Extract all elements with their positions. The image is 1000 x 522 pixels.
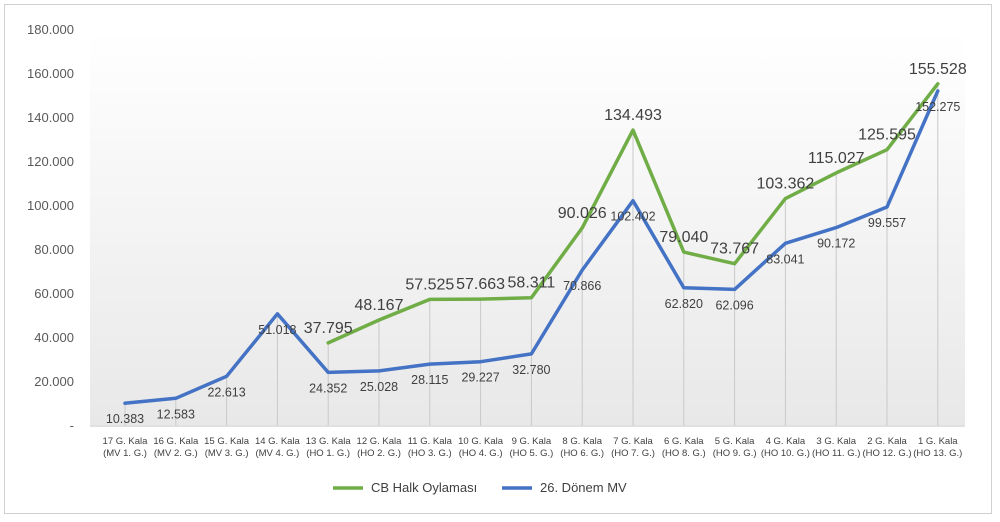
- data-label-halk-oylamasi: 48.167: [355, 297, 404, 314]
- data-point: [379, 370, 380, 371]
- data-label-halk-oylamasi: 90.026: [558, 205, 607, 222]
- series-line-1: [326, 82, 940, 345]
- data-point: [277, 313, 278, 314]
- data-point: [734, 263, 735, 264]
- y-tick-label: 140.000: [27, 110, 74, 125]
- data-label-halk-oylamasi: 155.528: [909, 61, 967, 78]
- data-label-halk-oylamasi: 73.767: [710, 241, 759, 258]
- data-point: [379, 320, 380, 321]
- data-label-donem-mv: 152.275: [915, 100, 960, 114]
- x-tick-label: 11 G. Kala (HO 3. G.): [408, 436, 453, 459]
- data-point: [582, 270, 583, 271]
- data-point: [633, 200, 634, 201]
- data-point: [734, 289, 735, 290]
- data-point: [125, 403, 126, 404]
- x-tick-label: 3 G. Kala (HO 11. G.): [812, 436, 860, 459]
- data-point: [226, 376, 227, 377]
- data-label-halk-oylamasi: 57.525: [405, 276, 454, 293]
- x-tick-label: 12 G. Kala (HO 2. G.): [357, 436, 403, 459]
- y-tick-label: 100.000: [27, 198, 74, 213]
- x-tick-label: 4 G. Kala (HO 10. G.): [761, 436, 810, 459]
- data-point: [175, 398, 176, 399]
- x-tick-label: 13 G. Kala (HO 1. G.): [306, 436, 352, 459]
- data-point: [328, 372, 329, 373]
- y-tick-label: 60.000: [34, 286, 74, 301]
- data-label-halk-oylamasi: 58.311: [508, 275, 556, 292]
- y-tick-label: 40.000: [34, 330, 74, 345]
- data-point: [429, 364, 430, 365]
- data-point: [531, 297, 532, 298]
- data-label-donem-mv: 32.780: [512, 363, 550, 377]
- data-label-donem-mv: 29.227: [461, 371, 499, 385]
- x-tick-label: 16 G. Kala (MV 2. G.): [153, 436, 199, 459]
- y-tick-label: 80.000: [34, 242, 74, 257]
- y-tick-label: 20.000: [34, 374, 74, 389]
- data-point: [785, 198, 786, 199]
- data-point: [836, 172, 837, 173]
- data-point: [937, 90, 938, 91]
- x-tick-label: 15 G. Kala (MV 3. G.): [204, 436, 250, 459]
- data-point: [582, 227, 583, 228]
- data-label-donem-mv: 22.613: [207, 385, 245, 399]
- data-point: [937, 83, 938, 84]
- data-point: [836, 227, 837, 228]
- data-point: [633, 130, 634, 131]
- plot-area: [90, 30, 965, 427]
- data-label-donem-mv: 12.583: [157, 407, 195, 421]
- y-axis: - 20.000 40.000 60.000 80.000 100.000 120.000 1…: [27, 22, 74, 433]
- data-label-halk-oylamasi: 134.493: [604, 107, 662, 124]
- data-point: [887, 149, 888, 150]
- data-point: [683, 287, 684, 288]
- legend: CB Halk Oylaması 26. Dönem MV: [333, 480, 627, 495]
- y-tick-label: 120.000: [27, 154, 74, 169]
- x-tick-label: 7 G. Kala (HO 7. G.): [611, 436, 655, 459]
- data-point: [480, 361, 481, 362]
- data-label-halk-oylamasi: 115.027: [808, 150, 865, 167]
- x-axis: 17 G. Kala (MV 1. G.)16 G. Kala (MV 2. G.)…: [103, 436, 963, 459]
- data-label-donem-mv: 62.820: [665, 297, 703, 311]
- data-label-donem-mv: 24.352: [309, 381, 347, 395]
- legend-label: CB Halk Oylaması: [371, 480, 477, 495]
- data-label-halk-oylamasi: 103.362: [756, 176, 814, 193]
- data-label-donem-mv: 90.172: [817, 237, 855, 251]
- x-tick-label: 6 G. Kala (HO 8. G.): [662, 436, 706, 459]
- y-tick-label: -: [70, 418, 74, 433]
- data-label-donem-mv: 51.018: [258, 323, 296, 337]
- data-label-halk-oylamasi: 125.595: [858, 127, 916, 144]
- data-label-donem-mv: 28.115: [411, 373, 448, 387]
- x-tick-label: 17 G. Kala (MV 1. G.): [103, 436, 149, 459]
- data-label-halk-oylamasi: 79.040: [659, 229, 708, 246]
- data-point: [683, 252, 684, 253]
- x-tick-label: 1 G. Kala (HO 13. G.): [913, 436, 962, 459]
- data-point: [328, 342, 329, 343]
- data-point: [785, 243, 786, 244]
- data-label-donem-mv: 62.096: [715, 298, 753, 312]
- data-point: [480, 299, 481, 300]
- data-point: [887, 206, 888, 207]
- data-label-halk-oylamasi: 57.663: [456, 276, 505, 293]
- data-label-donem-mv: 10.383: [106, 412, 144, 426]
- data-label-donem-mv: 83.041: [766, 252, 804, 266]
- legend-label: 26. Dönem MV: [540, 480, 627, 495]
- x-tick-label: 2 G. Kala (HO 12. G.): [862, 436, 911, 459]
- x-tick-label: 8 G. Kala (HO 6. G.): [560, 436, 604, 459]
- data-point: [429, 299, 430, 300]
- data-label-donem-mv: 25.028: [360, 380, 398, 394]
- data-label-donem-mv: 99.557: [868, 216, 906, 230]
- data-label-halk-oylamasi: 37.795: [304, 320, 353, 337]
- series-lines: [123, 82, 940, 405]
- data-label-donem-mv: 70.866: [563, 279, 601, 293]
- y-tick-label: 160.000: [27, 66, 74, 81]
- x-tick-label: 10 G. Kala (HO 4. G.): [458, 436, 504, 459]
- x-tick-label: 5 G. Kala (HO 9. G.): [713, 436, 757, 459]
- series-line-2: [123, 89, 940, 405]
- y-tick-label: 180.000: [27, 22, 74, 37]
- data-label-donem-mv: 102.402: [610, 210, 655, 224]
- data-point: [531, 353, 532, 354]
- x-tick-label: 9 G. Kala (HO 5. G.): [509, 436, 553, 459]
- x-tick-label: 14 G. Kala (MV 4. G.): [255, 436, 301, 459]
